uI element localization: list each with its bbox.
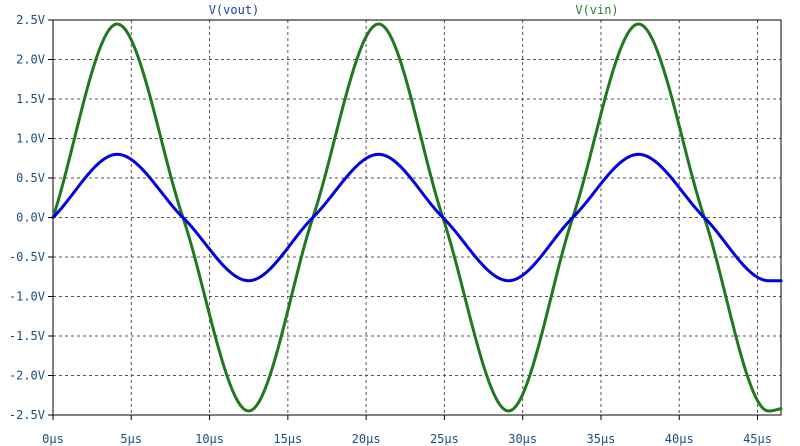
x-tick-label: 35µs xyxy=(587,432,616,446)
y-tick-label: -2.5V xyxy=(9,408,45,422)
x-tick-label: 15µs xyxy=(273,432,302,446)
grid-lines xyxy=(53,20,781,415)
y-tick-label: 0.0V xyxy=(16,211,45,225)
x-axis-ticks: 0µs 5µs 10µs 15µs 20µs 25µs 30µs 35µs 40µs 45µs xyxy=(42,415,772,446)
x-tick-label: 0µs xyxy=(42,432,64,446)
legend: V(vout) V(vin) xyxy=(209,3,619,17)
y-tick-label: -2.0V xyxy=(9,369,45,383)
x-tick-label: 40µs xyxy=(665,432,694,446)
x-tick-label: 30µs xyxy=(508,432,537,446)
y-tick-label: -0.5V xyxy=(9,250,45,264)
y-tick-label: 0.5V xyxy=(16,171,45,185)
y-tick-label: -1.5V xyxy=(9,329,45,343)
y-tick-label: 2.0V xyxy=(16,53,45,67)
y-tick-label: 2.5V xyxy=(16,13,45,27)
y-tick-label: 1.5V xyxy=(16,92,45,106)
x-tick-label: 45µs xyxy=(743,432,772,446)
y-tick-label: 1.0V xyxy=(16,132,45,146)
x-tick-label: 20µs xyxy=(352,432,381,446)
x-tick-label: 10µs xyxy=(195,432,224,446)
x-tick-label: 25µs xyxy=(430,432,459,446)
series-vout-line xyxy=(51,152,783,283)
legend-label: V(vin) xyxy=(575,3,618,17)
series-layer xyxy=(51,22,783,413)
x-tick-label: 5µs xyxy=(120,432,142,446)
legend-label: V(vout) xyxy=(209,3,260,17)
y-axis-ticks: 2.5V 2.0V 1.5V 1.0V 0.5V 0.0V -0.5V -1.0V -1.5V -… xyxy=(9,13,53,422)
y-tick-label: -1.0V xyxy=(9,290,45,304)
